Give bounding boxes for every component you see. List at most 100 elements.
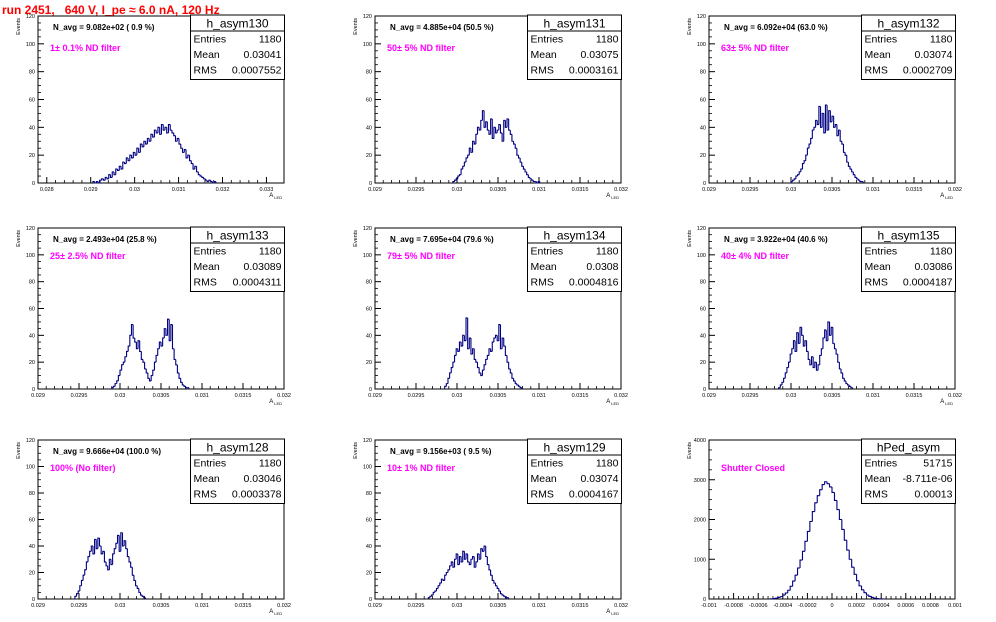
histogram-bin [806, 147, 810, 156]
histogram-bin [799, 559, 803, 568]
histogram-bin [152, 134, 155, 138]
histogram-bin [164, 126, 167, 131]
histogram-bin [781, 381, 784, 385]
histogram-bin [201, 176, 204, 178]
stat-value: -8.711e-06 [902, 473, 952, 485]
y-tick-label: 0 [703, 181, 706, 187]
histogram-bin [183, 384, 186, 387]
histogram-bin [496, 129, 499, 133]
histogram-bin [139, 143, 143, 153]
histogram-bin [206, 180, 209, 183]
histogram-bin [846, 155, 849, 163]
stat-label: RMS [531, 489, 554, 501]
x-tick-label: 0.0305 [824, 393, 841, 399]
histogram-bin [153, 129, 157, 138]
x-tick-label: 0.03 [452, 187, 463, 193]
y-tick-label: 20 [700, 360, 706, 366]
y-axis-label: Events [16, 230, 22, 247]
stat-value: 1180 [596, 246, 619, 258]
histogram-bin [476, 362, 480, 369]
x-tick-label: -0.0002 [798, 603, 817, 609]
histogram-bin [108, 174, 111, 179]
y-tick-label: 40 [366, 125, 372, 131]
histogram-bin [116, 169, 120, 172]
y-tick-label: 40 [700, 333, 706, 339]
y-tick-label: 80 [29, 70, 35, 76]
y-tick-label: 0 [32, 597, 35, 603]
histogram-bin [803, 160, 806, 164]
x-axis-label: ALED [269, 193, 282, 200]
stat-value: 0.03041 [244, 49, 282, 61]
y-tick-label: 120 [697, 226, 706, 232]
histogram-bin [435, 587, 439, 592]
histogram-bin [475, 561, 478, 568]
histogram-bin [840, 368, 843, 374]
histogram-bin [92, 181, 95, 183]
stat-value: 1180 [596, 458, 619, 470]
histogram-bin [132, 151, 136, 158]
histogram-bin [148, 138, 151, 142]
histogram-bin [824, 481, 828, 485]
histogram-bin [868, 595, 872, 597]
stat-label: Mean [194, 49, 220, 61]
histogram-bin [171, 324, 175, 350]
histogram-bin [84, 569, 87, 576]
stat-label: Mean [531, 49, 557, 61]
x-tick-label: 0.0305 [824, 187, 841, 193]
filter-label: 1± 0.1% ND filter [50, 43, 121, 53]
histogram-bin [75, 593, 79, 597]
histogram-bin [169, 124, 172, 131]
histogram-name: h_asym130 [206, 17, 268, 31]
stat-label: Mean [531, 473, 557, 485]
stat-label: Entries [865, 246, 898, 258]
histogram-bin [181, 382, 184, 386]
histogram-bin [140, 351, 143, 361]
histogram-bin [458, 174, 462, 177]
stat-label: RMS [531, 65, 554, 77]
histogram-bin [171, 130, 174, 134]
histogram-bin [519, 386, 522, 389]
histogram-bin [517, 384, 521, 387]
stat-value: 0.0003378 [232, 489, 282, 501]
x-tick-label: 0.028 [40, 187, 54, 193]
stat-value: 1180 [259, 34, 282, 46]
x-tick-label: 0.031 [532, 603, 546, 609]
histogram-bin [187, 154, 190, 158]
histogram-bin [797, 174, 800, 177]
stat-label: RMS [194, 65, 217, 77]
panel-h_asym135: 0 20 40 60 80 100 120 0.029 0.0295 0.03 0.0305 0.03… [687, 226, 962, 406]
y-tick-label: 100 [697, 42, 706, 48]
histogram-bin [501, 593, 504, 596]
histogram-bin [155, 130, 158, 134]
histogram-name: h_asym131 [543, 17, 605, 31]
histogram-bin [783, 377, 786, 383]
stat-label: Entries [194, 246, 227, 258]
histogram-bin [483, 364, 486, 371]
histogram-bin [134, 152, 137, 156]
histogram-bin [162, 124, 165, 131]
histogram-bin [173, 132, 176, 137]
y-tick-label: 0 [703, 387, 706, 393]
histogram-bin [183, 149, 187, 153]
x-tick-label: 0.0315 [906, 187, 923, 193]
histogram-bin [784, 372, 787, 379]
x-tick-label: 0.0295 [408, 187, 425, 193]
x-tick-label: 0.0295 [408, 393, 425, 399]
panel-h_asym132: 0 20 40 60 80 100 120 0.029 0.0295 0.03 0.0305 0.03… [687, 14, 962, 200]
histogram-bin [79, 585, 82, 592]
stats-box [527, 14, 622, 80]
histogram-bin [806, 530, 810, 542]
navg-label: N_avg = 7.695e+04 (79.6 %) [390, 235, 494, 244]
x-tick-label: 0.03 [115, 603, 126, 609]
histogram-bin [499, 591, 503, 595]
x-tick-label: 0.0295 [71, 603, 88, 609]
y-tick-label: 0 [369, 387, 372, 393]
histogram-bin [176, 137, 180, 142]
y-tick-label: 100 [363, 42, 372, 48]
histogram-bin [429, 595, 432, 598]
x-tick-label: 0.0305 [153, 393, 170, 399]
histogram-bin [192, 163, 195, 170]
y-tick-label: 100 [26, 253, 35, 259]
histogram-bin [835, 348, 838, 355]
histogram-bin [157, 126, 160, 133]
